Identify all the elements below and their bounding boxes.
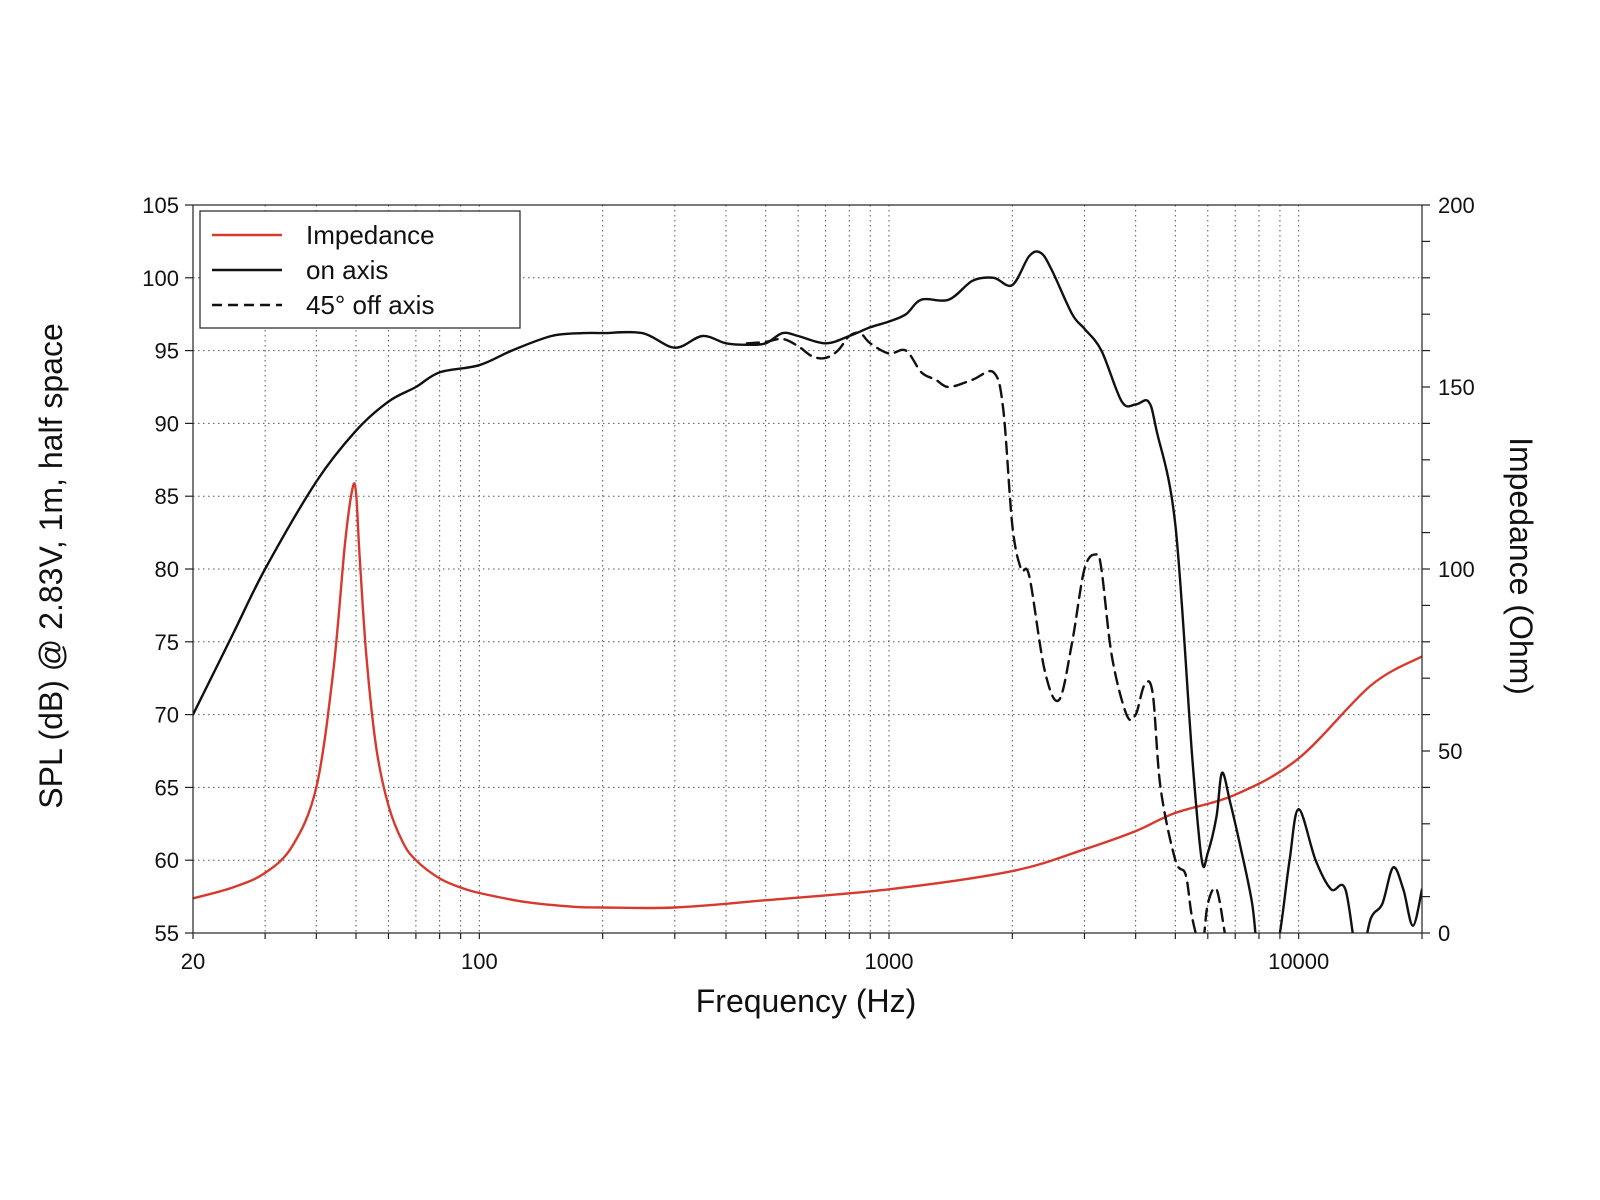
y-tick-label: 95 [155,339,179,364]
x-tick-label: 10000 [1268,949,1329,974]
y-tick-label: 90 [155,411,179,436]
y-tick-label: 105 [142,193,179,218]
legend: Impedance on axis 45° off axis [199,210,521,329]
y-axis-title: SPL (dB) @ 2.83V, 1m, half space [33,323,69,808]
on-axis-curve [193,250,1422,933]
x-tick-label: 20 [181,949,205,974]
y-tick-label: 100 [142,266,179,291]
y-tick-label: 85 [155,484,179,509]
off-axis-45-curve [745,331,1226,933]
y2-tick-label: 50 [1438,739,1462,764]
y-tick-label: 80 [155,557,179,582]
y-tick-label: 65 [155,775,179,800]
x-tick-label: 100 [461,949,498,974]
y2-tick-label: 100 [1438,557,1475,582]
y-tick-label: 70 [155,703,179,728]
impedance-curve [193,482,1422,910]
y2-tick-label: 150 [1438,375,1475,400]
legend-label-off-axis: 45° off axis [306,290,434,320]
x-axis-title: Frequency (Hz) [696,983,917,1019]
y2-tick-label: 200 [1438,193,1475,218]
curves [193,250,1422,933]
ticks: 55 60 65 70 75 80 85 90 95 100 105 0 50 100 150 200 20 10… [142,193,1474,974]
y2-axis-title: Impedance (Ohm) [1503,437,1539,695]
legend-label-on-axis: on axis [306,255,388,285]
y2-tick-label: 0 [1438,921,1450,946]
y-tick-label: 55 [155,921,179,946]
legend-label-impedance: Impedance [306,220,435,250]
x-tick-label: 1000 [865,949,914,974]
y-tick-label: 75 [155,630,179,655]
y-tick-label: 60 [155,848,179,873]
